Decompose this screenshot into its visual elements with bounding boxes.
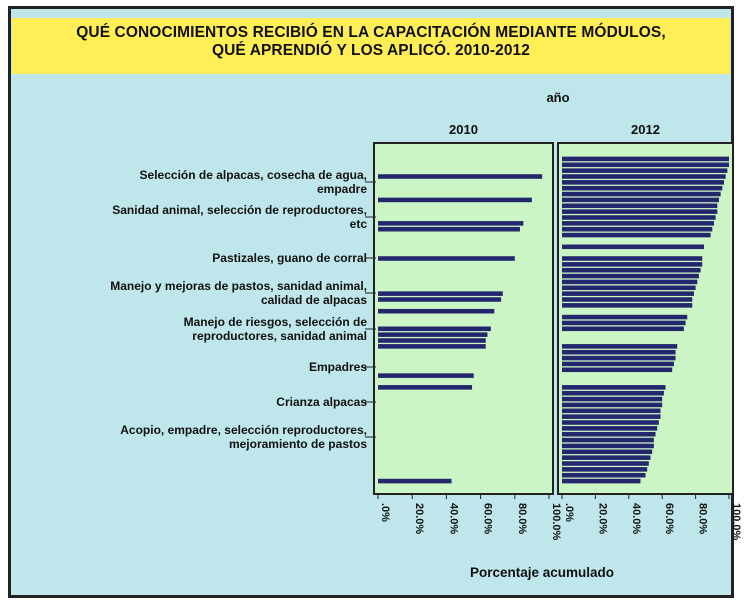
bar	[378, 338, 486, 343]
x-tick-label: 100.0%	[730, 503, 742, 541]
panel-title-2010: 2010	[449, 122, 478, 137]
category-labels: Selección de alpacas, cosecha de agua, em…	[110, 168, 376, 451]
category-label: Acopio, empadre, selección reproductores…	[120, 423, 367, 451]
bar	[562, 232, 711, 238]
bar	[562, 472, 646, 478]
bar	[378, 308, 495, 314]
bar	[562, 431, 656, 437]
x-axis-label: Porcentaje acumulado	[470, 565, 614, 580]
bar	[562, 326, 684, 332]
bar	[378, 226, 520, 232]
bar	[562, 156, 729, 162]
title-band: QUÉ CONOCIMIENTOS RECIBIÓ EN LA CAPACITA…	[12, 18, 730, 74]
x-tick-label: 80.0%	[516, 503, 528, 534]
bar	[562, 344, 678, 349]
category-label: Pastizales, guano de corral	[212, 251, 367, 265]
bar	[562, 478, 641, 484]
bar	[562, 279, 698, 285]
bar	[378, 326, 491, 332]
x-tick-label: .0%	[563, 503, 575, 522]
bar	[562, 426, 658, 431]
x-tick-label: 60.0%	[482, 503, 494, 534]
x-tick-label: 100.0%	[550, 503, 562, 541]
x-tick-label: 20.0%	[413, 503, 425, 534]
bar	[562, 244, 704, 250]
bar	[562, 209, 718, 214]
bar	[378, 478, 452, 484]
bar	[562, 467, 648, 472]
panel-background	[373, 142, 554, 495]
bar	[562, 355, 676, 361]
bar	[562, 390, 664, 396]
bar	[562, 203, 718, 209]
bar	[562, 256, 703, 261]
x-tick-label: 80.0%	[697, 503, 709, 534]
panel-2012: 2012 .0% 20.0% 40.0% 60.0% 80.0% 100.0%	[557, 122, 742, 541]
bar	[562, 455, 651, 460]
bar	[562, 285, 696, 291]
x-tick-label: 40.0%	[447, 503, 459, 534]
bar	[562, 449, 653, 455]
bar	[562, 215, 716, 220]
x-tick-label: 60.0%	[663, 503, 675, 534]
bar	[378, 256, 515, 261]
bar	[562, 185, 723, 191]
bar	[562, 420, 659, 425]
bar	[562, 320, 686, 326]
category-label: Sanidad animal, selección de reproductor…	[112, 203, 367, 231]
facet-title: año	[546, 90, 569, 105]
bar	[562, 367, 673, 373]
bar	[562, 221, 714, 226]
bar	[562, 297, 693, 302]
bar	[378, 221, 524, 226]
bar	[378, 297, 502, 302]
bar	[378, 373, 474, 378]
bar	[378, 344, 486, 349]
bar	[562, 162, 729, 168]
bar	[562, 291, 694, 296]
chart-panels: 2010 .0% 20.0% 40.0% 60.0% 80.0% 100.0% 2012 .0%…	[373, 122, 742, 541]
bar	[562, 174, 726, 179]
x-tick-label: 40.0%	[630, 503, 642, 534]
bar	[378, 291, 503, 296]
bar	[562, 443, 654, 449]
bar	[562, 408, 661, 414]
bar	[562, 349, 676, 355]
bar	[562, 385, 666, 390]
panel-title-2012: 2012	[631, 122, 660, 137]
bar	[562, 180, 724, 185]
bar	[562, 402, 663, 408]
bar	[562, 197, 719, 203]
x-tick-label: 20.0%	[596, 503, 608, 534]
chart-title: QUÉ CONOCIMIENTOS RECIBIÓ EN LA CAPACITA…	[76, 24, 666, 59]
category-label: Empadres	[309, 360, 367, 374]
bar	[378, 174, 543, 179]
bar	[562, 361, 674, 367]
bar	[562, 226, 713, 232]
bar	[562, 262, 703, 267]
bar	[562, 267, 701, 273]
bar	[562, 437, 654, 443]
bar	[562, 303, 693, 308]
category-label: Crianza alpacas	[276, 395, 367, 409]
panel-2010: 2010 .0% 20.0% 40.0% 60.0% 80.0% 100.0%	[373, 122, 562, 541]
category-label: Manejo de riesgos, selección de reproduct…	[184, 315, 368, 343]
bar	[378, 197, 532, 203]
bar	[562, 414, 661, 419]
bar	[562, 461, 649, 466]
bar	[378, 332, 488, 337]
category-label: Manejo y mejoras de pastos, sanidad anim…	[110, 279, 367, 307]
bar	[562, 396, 663, 402]
x-tick-label: .0%	[379, 503, 391, 522]
category-label: Selección de alpacas, cosecha de agua, em…	[140, 168, 368, 196]
bar	[378, 385, 473, 390]
bar	[562, 191, 721, 197]
bar	[562, 314, 688, 320]
bar	[562, 168, 728, 173]
bar	[562, 273, 699, 279]
